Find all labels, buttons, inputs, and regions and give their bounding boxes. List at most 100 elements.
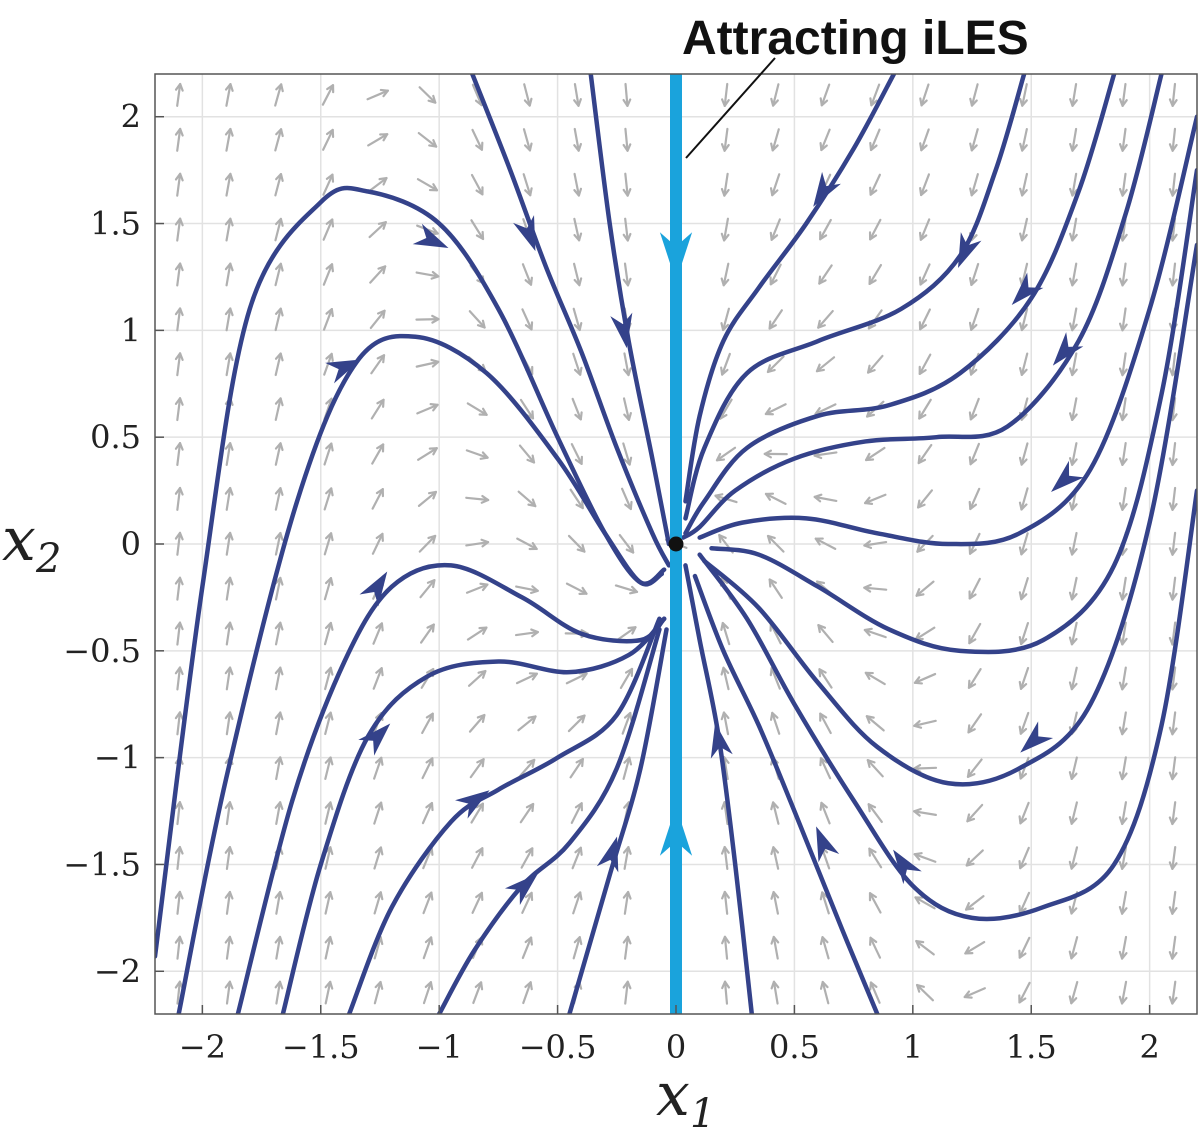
vector-field-arrow: [1019, 217, 1029, 242]
vector-field-arrow: [1018, 532, 1029, 556]
vector-field-arrow: [622, 980, 632, 1005]
vector-field-arrow: [1018, 846, 1030, 870]
iles-arrow: [659, 806, 693, 856]
vector-field-arrow: [622, 890, 632, 915]
vector-field-arrow: [1068, 936, 1079, 960]
vector-field-arrow: [1118, 890, 1128, 915]
vector-field-arrow: [521, 936, 534, 960]
vector-field-arrow: [373, 980, 384, 1005]
vector-field-arrow: [573, 217, 583, 242]
x-axis-label-sub: 1: [690, 1091, 715, 1130]
vector-field-arrow: [367, 133, 389, 147]
streamline-path: [683, 74, 897, 504]
vector-field-arrow: [1019, 172, 1029, 197]
vector-field-arrow: [721, 82, 730, 107]
vector-field-arrow: [1118, 980, 1128, 1005]
streamline-arrow: [1020, 721, 1054, 753]
vector-field-arrow: [371, 532, 384, 555]
vector-field-arrow: [1118, 801, 1128, 826]
vector-field-arrow: [864, 671, 886, 686]
vector-field-arrow: [174, 801, 184, 826]
x-tick-label: 2: [1139, 1028, 1159, 1066]
streamline-path: [680, 74, 1164, 540]
vector-field-arrow: [715, 446, 737, 462]
vector-field-arrow: [416, 403, 439, 415]
streamline: [697, 114, 1197, 547]
y-tick-label: −2: [94, 952, 141, 990]
vector-field-arrow: [418, 534, 437, 553]
x-tick-label: −0.5: [519, 1028, 597, 1066]
vector-field-arrow: [819, 891, 830, 915]
vector-field-arrow: [274, 666, 284, 691]
streamline-path: [280, 616, 667, 1014]
vector-field-arrow: [720, 262, 730, 287]
vector-field-arrow: [174, 217, 184, 242]
vector-field-arrow: [1168, 801, 1178, 826]
vector-field-arrow: [174, 666, 184, 691]
vector-field-arrow: [570, 802, 584, 825]
vector-field-arrow: [322, 307, 334, 331]
vector-field-arrow: [572, 891, 583, 915]
vector-field-arrow: [1068, 666, 1078, 691]
vector-field-arrow: [968, 487, 981, 511]
vector-field-arrow: [274, 217, 284, 242]
vector-field-arrow: [915, 580, 935, 597]
vector-field-arrow: [864, 446, 886, 462]
streamline-arrow: [358, 723, 391, 756]
vector-field-arrow: [868, 263, 883, 285]
vector-field-arrow: [1168, 980, 1178, 1005]
vector-field-arrow: [865, 715, 885, 732]
vector-field-arrow: [1168, 172, 1178, 197]
y-tick-label: −0.5: [63, 632, 141, 670]
vector-field-arrow: [224, 531, 234, 556]
vector-field-arrow: [1018, 442, 1029, 466]
vector-field-arrow: [918, 263, 931, 286]
vector-field-arrow: [417, 447, 438, 461]
vector-field-arrow: [565, 582, 588, 595]
vector-field-arrow: [422, 936, 434, 960]
vector-field-arrow: [1018, 621, 1030, 646]
vector-field-arrow: [323, 352, 334, 376]
vector-field-arrow: [422, 891, 434, 915]
vector-field-arrow: [621, 487, 633, 511]
streamline: [697, 488, 1197, 922]
annotation-leader-line: [685, 57, 776, 159]
vector-field-arrow: [915, 939, 935, 956]
vector-field-arrow: [1168, 711, 1178, 736]
vector-field-arrow: [224, 127, 234, 152]
vector-field-arrow: [622, 442, 633, 466]
vector-field-arrow: [1068, 621, 1078, 646]
vector-field-arrow: [370, 398, 385, 420]
vector-field-arrow: [622, 217, 632, 242]
vector-field-arrow: [913, 852, 937, 863]
vector-field-arrow: [572, 352, 583, 376]
vector-field-arrow: [869, 936, 882, 959]
streamline-arrow: [816, 826, 840, 863]
vector-field-arrow: [863, 583, 888, 593]
vector-field-arrow: [519, 398, 535, 420]
vector-field-arrow: [224, 711, 234, 736]
vector-field-arrow: [565, 672, 588, 685]
vector-field-arrow: [573, 82, 582, 107]
vector-field-arrow: [1118, 576, 1128, 601]
streamline-path: [683, 74, 1117, 536]
vector-field-arrow: [174, 845, 184, 871]
vector-field-arrow: [324, 756, 334, 780]
vector-field-arrow: [224, 801, 234, 826]
vector-field-arrow: [274, 711, 284, 736]
vector-field-arrow: [764, 492, 787, 505]
vector-field-arrow: [324, 801, 334, 825]
vector-field-arrow: [770, 980, 780, 1005]
vector-field-arrow: [918, 308, 931, 331]
vector-field-arrow: [224, 890, 234, 915]
vector-field-arrow: [174, 262, 184, 287]
vector-field-arrow: [274, 756, 284, 781]
streamline: [567, 627, 669, 1014]
vector-field-arrow: [324, 666, 334, 691]
vector-field-arrow: [1018, 487, 1029, 511]
vector-field-arrow: [1118, 711, 1128, 736]
vector-field-arrow: [866, 759, 884, 778]
vector-field-arrow: [367, 176, 388, 193]
vector-field-arrow: [274, 531, 284, 556]
vector-field-arrow: [571, 397, 583, 421]
